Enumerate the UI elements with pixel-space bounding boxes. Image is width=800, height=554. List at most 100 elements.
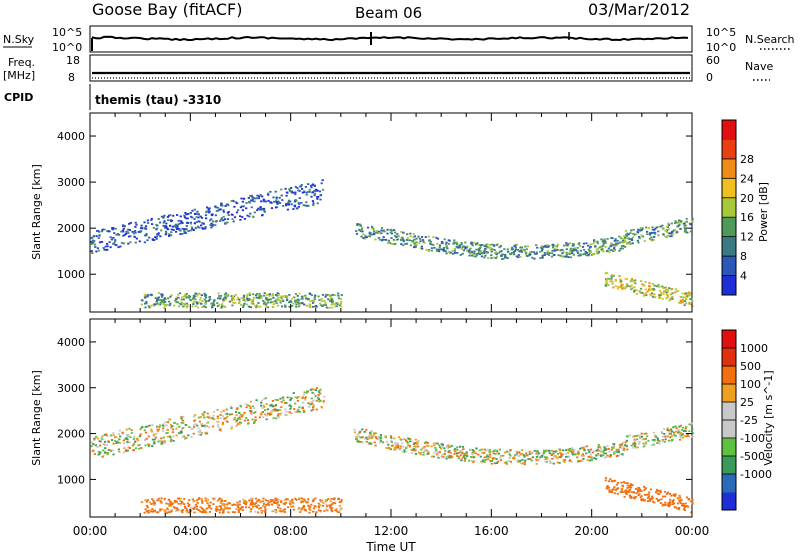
echo-cell xyxy=(646,230,649,233)
echo-cell xyxy=(156,499,159,502)
colorbar-tick-label: 1000 xyxy=(740,342,768,355)
echo-cell xyxy=(273,408,276,411)
echo-cell xyxy=(112,434,115,437)
echo-cell xyxy=(307,190,310,193)
echo-cell xyxy=(610,279,613,282)
echo-cell xyxy=(479,455,482,458)
echo-cell xyxy=(95,235,98,237)
echo-cell xyxy=(319,388,322,391)
echo-cell xyxy=(215,209,218,212)
echo-cell xyxy=(161,440,164,443)
echo-cell xyxy=(145,232,148,235)
echo-cell xyxy=(615,242,618,245)
echo-cell xyxy=(326,505,329,508)
echo-cell xyxy=(443,447,446,450)
echo-cell xyxy=(202,425,205,427)
echo-cell xyxy=(324,499,327,501)
echo-cell xyxy=(490,257,493,259)
echo-cell xyxy=(307,204,310,207)
echo-cell xyxy=(289,399,292,401)
echo-cell xyxy=(624,441,627,444)
echo-cell xyxy=(463,459,466,462)
echo-cell xyxy=(495,458,498,460)
echo-cell xyxy=(451,456,454,459)
echo-cell xyxy=(317,505,320,508)
echo-cell xyxy=(170,219,173,222)
echo-cell xyxy=(675,290,679,293)
echo-cell xyxy=(684,430,687,432)
echo-cell xyxy=(613,492,616,495)
echo-cell xyxy=(685,220,688,223)
echo-cell xyxy=(440,248,443,251)
echo-cell xyxy=(208,426,211,429)
echo-cell xyxy=(473,456,476,459)
echo-cell xyxy=(312,202,315,205)
echo-cell xyxy=(260,412,263,414)
echo-cell xyxy=(578,460,581,463)
echo-cell xyxy=(120,242,123,244)
echo-cell xyxy=(193,300,196,303)
echo-cell xyxy=(304,204,307,207)
echo-cell xyxy=(665,293,668,295)
echo-cell xyxy=(667,222,670,225)
echo-cell xyxy=(151,223,154,225)
echo-cell xyxy=(239,303,243,306)
echo-cell xyxy=(600,455,603,457)
echo-cell xyxy=(574,249,577,251)
echo-cell xyxy=(129,222,132,224)
echo-cell xyxy=(410,448,413,451)
echo-cell xyxy=(459,254,462,256)
echo-cell xyxy=(162,306,165,309)
echo-cell xyxy=(623,495,626,498)
echo-cell xyxy=(236,407,239,409)
echo-cell xyxy=(213,304,216,306)
echo-cell xyxy=(322,399,325,402)
echo-cell xyxy=(175,427,178,430)
echo-cell xyxy=(502,257,505,260)
echo-cell xyxy=(301,396,304,399)
echo-cell xyxy=(673,506,676,509)
echo-cell xyxy=(551,457,554,460)
echo-cell xyxy=(519,452,522,455)
echo-cell xyxy=(643,485,646,488)
echo-cell xyxy=(151,445,154,447)
echo-cell xyxy=(487,458,490,460)
echo-cell xyxy=(498,448,501,451)
echo-cell xyxy=(544,458,547,460)
echo-cell xyxy=(99,444,102,447)
echo-cell xyxy=(138,240,141,243)
echo-cell xyxy=(442,247,446,249)
echo-cell xyxy=(180,301,183,304)
echo-cell xyxy=(209,219,212,222)
echo-cell xyxy=(516,459,519,462)
echo-cell xyxy=(418,242,421,244)
echo-cell xyxy=(453,248,456,250)
echo-cell xyxy=(432,455,435,458)
echo-cell xyxy=(617,242,620,245)
echo-cell xyxy=(263,398,266,400)
echo-cell xyxy=(484,248,487,250)
echo-cell xyxy=(560,453,563,455)
echo-cell xyxy=(524,251,527,253)
echo-cell xyxy=(643,284,646,287)
echo-cell xyxy=(646,435,649,438)
echo-cell xyxy=(235,411,238,413)
echo-cell xyxy=(292,302,295,305)
echo-cell xyxy=(238,508,241,511)
echo-cell xyxy=(691,498,694,501)
echo-cell xyxy=(385,440,388,443)
echo-cell xyxy=(644,444,647,447)
echo-cell xyxy=(648,288,651,291)
echo-cell xyxy=(379,238,382,241)
echo-cell xyxy=(471,243,474,245)
echo-cell xyxy=(213,299,216,301)
echo-cell xyxy=(234,503,237,506)
echo-cell xyxy=(160,437,163,440)
echo-cell xyxy=(295,207,298,210)
echo-cell xyxy=(611,237,614,240)
echo-cell xyxy=(650,232,653,234)
echo-cell xyxy=(95,250,98,253)
echo-cell xyxy=(332,501,335,504)
echo-cell xyxy=(255,296,258,299)
echo-cell xyxy=(438,451,441,454)
